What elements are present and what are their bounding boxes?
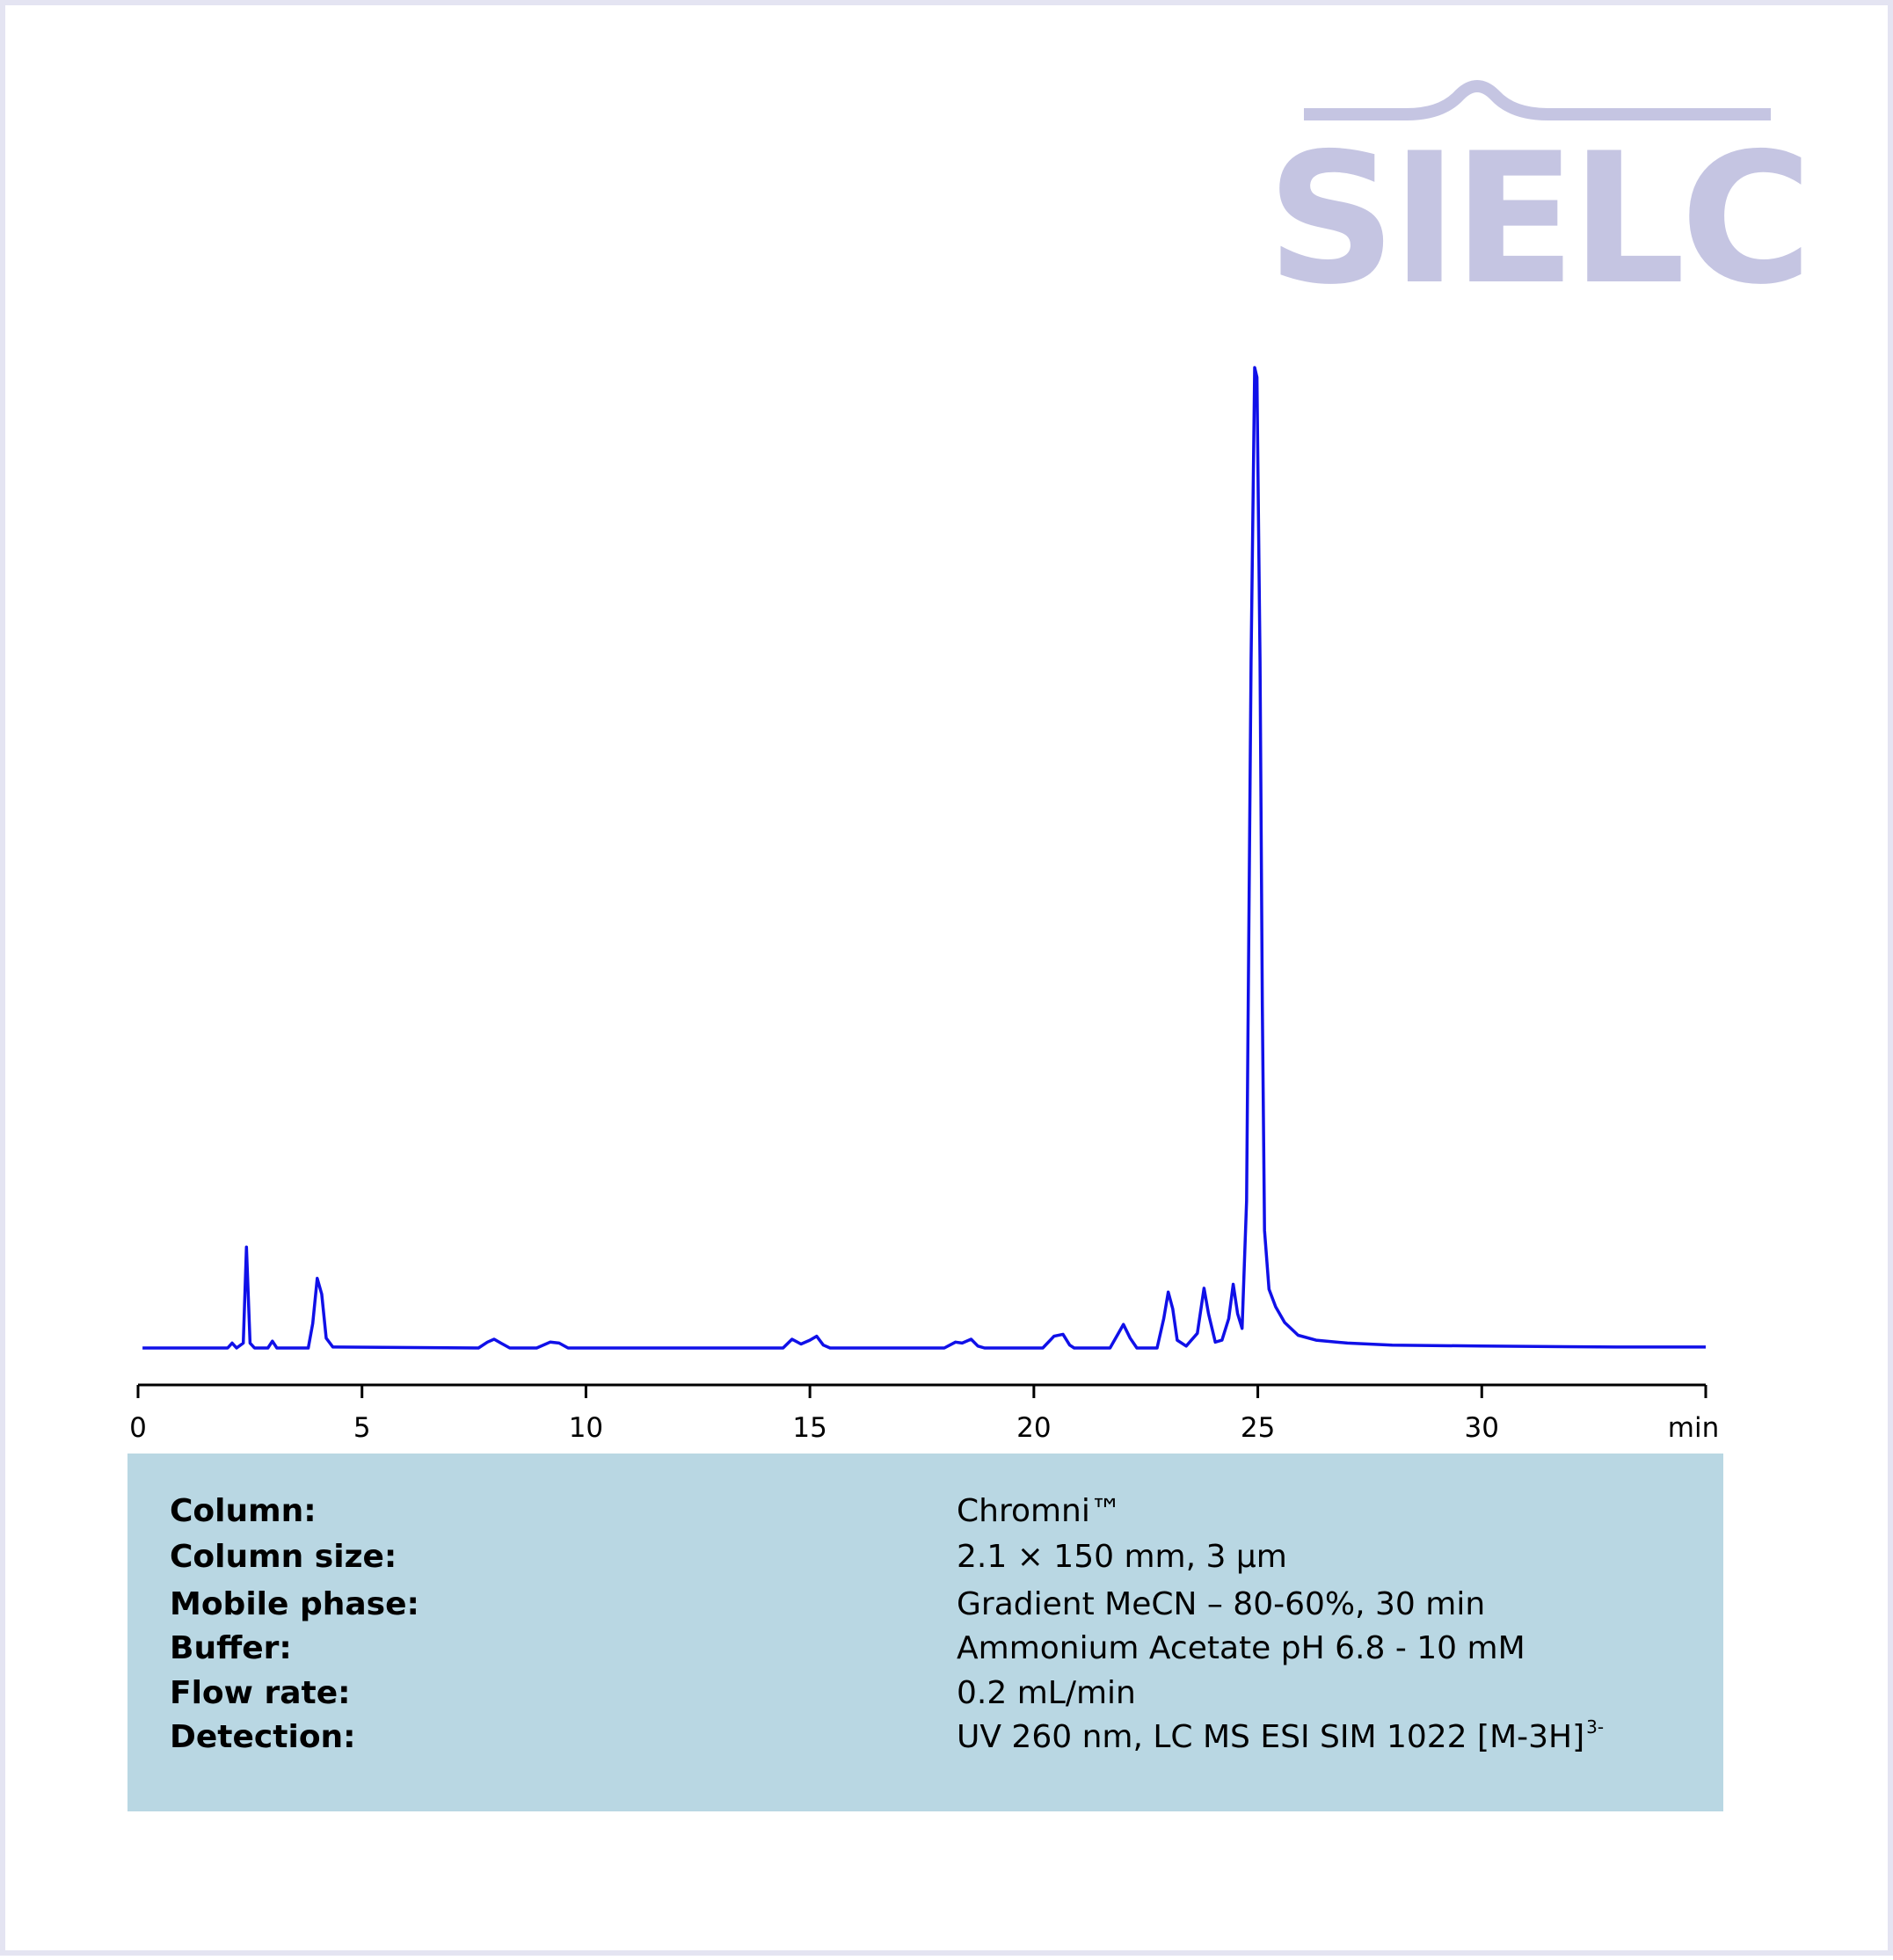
condition-value: UV 260 nm, LC MS ESI SIM 1022 [M-3H] bbox=[957, 1719, 1584, 1755]
condition-value: 2.1 × 150 mm, 3 µm bbox=[957, 1539, 1287, 1575]
condition-value: Ammonium Acetate pH 6.8 - 10 mM bbox=[957, 1630, 1525, 1666]
x-tick-label: 5 bbox=[353, 1412, 371, 1444]
x-tick-label: 20 bbox=[1016, 1412, 1051, 1444]
condition-value: Gradient MeCN – 80-60%, 30 min bbox=[957, 1586, 1485, 1622]
condition-value: Chromni™ bbox=[957, 1493, 1122, 1529]
condition-label: Detection: bbox=[170, 1719, 356, 1755]
conditions-table: Column: Chromni™ Column size: 2.1 × 150 mm,… bbox=[170, 1493, 1604, 1755]
condition-label: Buffer: bbox=[170, 1630, 292, 1666]
condition-label: Column: bbox=[170, 1493, 317, 1529]
x-tick-label: 10 bbox=[569, 1412, 603, 1444]
chromatogram-line bbox=[142, 366, 1706, 1350]
x-tick-label: 25 bbox=[1241, 1412, 1275, 1444]
condition-label: Flow rate: bbox=[170, 1675, 351, 1711]
conditions-panel bbox=[127, 1454, 1723, 1811]
x-tick-label: 15 bbox=[792, 1412, 826, 1444]
logo: SIELC bbox=[1266, 115, 1807, 324]
condition-value: 0.2 mL/min bbox=[957, 1675, 1136, 1711]
x-tick-label: 0 bbox=[129, 1412, 147, 1444]
x-axis-label: min bbox=[1668, 1412, 1719, 1444]
superscript: 3- bbox=[1586, 1716, 1604, 1738]
condition-label: Column size: bbox=[170, 1539, 397, 1575]
condition-label: Mobile phase: bbox=[170, 1586, 419, 1622]
x-tick-label: 30 bbox=[1465, 1412, 1499, 1444]
logo-arc bbox=[1304, 80, 1771, 120]
